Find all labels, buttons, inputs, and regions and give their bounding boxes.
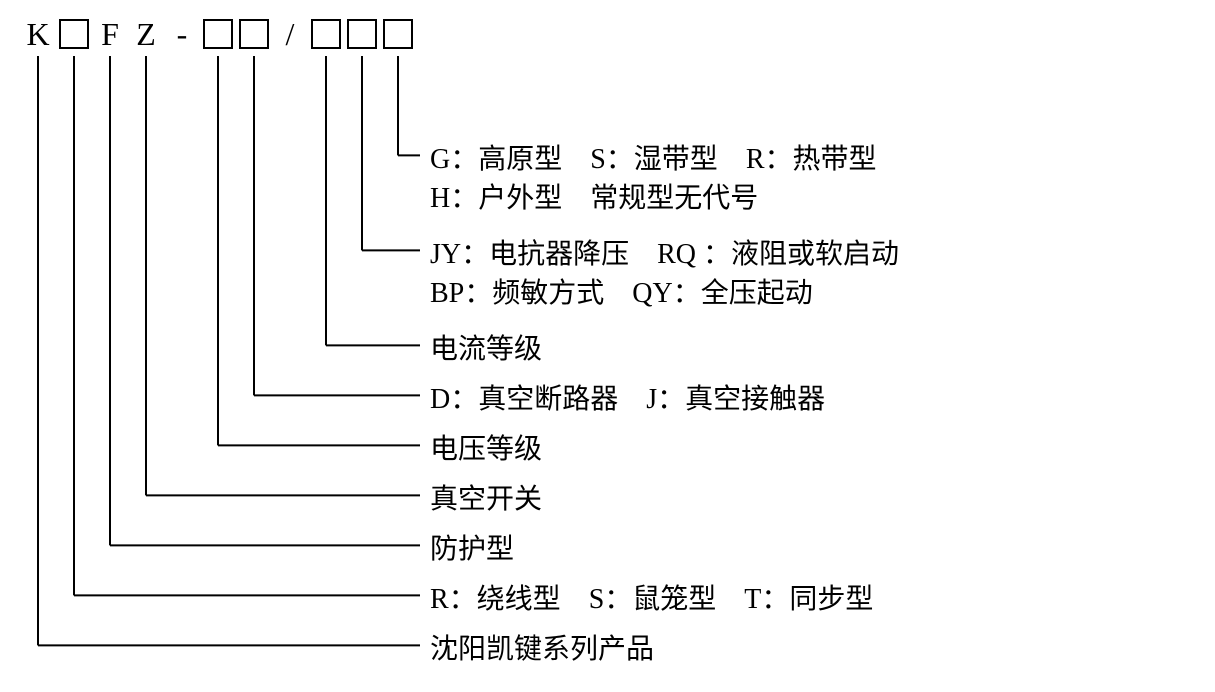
description-text: T：同步型	[716, 580, 873, 619]
description-line: H：户外型 常规型无代号	[430, 179, 877, 218]
description-text: 防护型	[430, 530, 514, 569]
description-line: 真空开关	[430, 480, 542, 519]
description-block: JY：电抗器降压 RQ ：液阻或软启动BP：频敏方式 QY：全压起动	[430, 235, 899, 313]
description-text: S：鼠笼型	[561, 580, 717, 619]
description-text: 电压等级	[430, 430, 542, 469]
description-block: R：绕线型 S：鼠笼型 T：同步型	[430, 580, 873, 619]
description-text: QY：全压起动	[604, 274, 812, 313]
description-text: 电流等级	[430, 330, 542, 369]
code-placeholder-box	[347, 19, 377, 49]
description-line: 防护型	[430, 530, 514, 569]
description-text: RQ ：液阻或软启动	[629, 235, 899, 274]
description-text: 真空开关	[430, 480, 542, 519]
code-char: /	[272, 14, 308, 54]
code-box-wrap	[56, 14, 92, 54]
description-text: R：绕线型	[430, 580, 561, 619]
description-block: 电压等级	[430, 430, 542, 469]
description-text: 常规型无代号	[562, 179, 758, 218]
description-text: H：户外型	[430, 179, 562, 218]
description-text: J：真空接触器	[618, 380, 825, 419]
code-placeholder-box	[59, 19, 89, 49]
description-block: 沈阳凯键系列产品	[430, 630, 654, 669]
description-line: 电流等级	[430, 330, 542, 369]
code-placeholder-box	[383, 19, 413, 49]
description-line: 电压等级	[430, 430, 542, 469]
description-text: BP：频敏方式	[430, 274, 604, 313]
code-box-wrap	[344, 14, 380, 54]
description-text: R：热带型	[718, 140, 877, 179]
code-box-wrap	[380, 14, 416, 54]
code-char: -	[164, 14, 200, 54]
description-text: G：高原型	[430, 140, 562, 179]
description-line: BP：频敏方式 QY：全压起动	[430, 274, 899, 313]
description-text: D：真空断路器	[430, 380, 618, 419]
code-char: K	[20, 14, 56, 54]
description-line: D：真空断路器 J：真空接触器	[430, 380, 825, 419]
description-line: 沈阳凯键系列产品	[430, 630, 654, 669]
description-block: D：真空断路器 J：真空接触器	[430, 380, 825, 419]
description-block: 电流等级	[430, 330, 542, 369]
description-line: JY：电抗器降压 RQ ：液阻或软启动	[430, 235, 899, 274]
code-box-wrap	[200, 14, 236, 54]
code-char: F	[92, 14, 128, 54]
description-line: G：高原型 S：湿带型 R：热带型	[430, 140, 877, 179]
code-box-wrap	[236, 14, 272, 54]
description-text: S：湿带型	[562, 140, 718, 179]
description-block: 真空开关	[430, 480, 542, 519]
description-text: 沈阳凯键系列产品	[430, 630, 654, 669]
code-char: Z	[128, 14, 164, 54]
description-block: 防护型	[430, 530, 514, 569]
description-line: R：绕线型 S：鼠笼型 T：同步型	[430, 580, 873, 619]
code-placeholder-box	[311, 19, 341, 49]
code-placeholder-box	[239, 19, 269, 49]
code-placeholder-box	[203, 19, 233, 49]
description-text: JY：电抗器降压	[430, 235, 629, 274]
code-box-wrap	[308, 14, 344, 54]
description-block: G：高原型 S：湿带型 R：热带型H：户外型 常规型无代号	[430, 140, 877, 218]
model-code-row: KFZ- /	[20, 14, 416, 54]
